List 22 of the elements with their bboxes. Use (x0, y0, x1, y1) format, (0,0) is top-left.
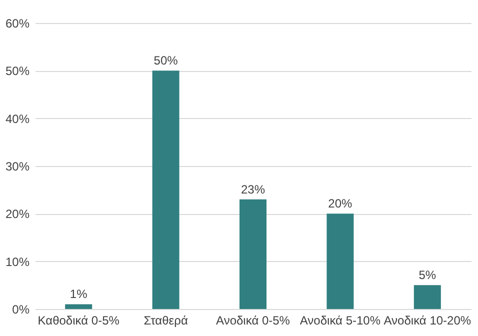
y-tick-label: 40% (5, 112, 30, 126)
bar (65, 304, 92, 309)
x-tick-label: Ανοδικά 5-10% (300, 314, 381, 328)
x-tick-label: Ανοδικά 10-20% (384, 314, 472, 328)
y-tick-label: 50% (5, 64, 30, 78)
y-tick-label: 0% (12, 302, 30, 316)
data-label: 23% (240, 182, 266, 196)
y-tick-label: 20% (5, 207, 30, 222)
y-tick-label: 10% (5, 254, 30, 269)
x-tick-label: Ανοδικά 0-5% (216, 314, 290, 328)
bar (414, 285, 441, 309)
data-label: 5% (418, 268, 436, 282)
bar (152, 70, 180, 309)
data-label: 1% (70, 287, 88, 302)
data-label: 20% (328, 196, 353, 211)
bar (326, 214, 354, 309)
x-tick-label: Καθοδικά 0-5% (38, 314, 120, 328)
data-label: 50% (154, 54, 178, 68)
y-tick-label: 30% (5, 160, 30, 174)
bar (240, 199, 266, 309)
x-tick-label: Σταθερά (144, 314, 188, 328)
y-tick-label: 60% (5, 16, 30, 30)
